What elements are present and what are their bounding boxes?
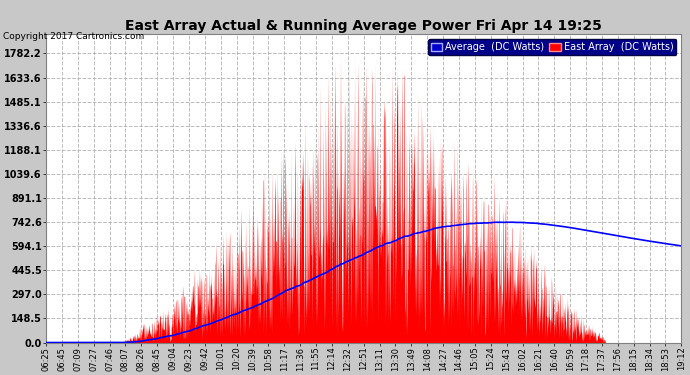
Text: Copyright 2017 Cartronics.com: Copyright 2017 Cartronics.com: [3, 32, 145, 41]
Legend: Average  (DC Watts), East Array  (DC Watts): Average (DC Watts), East Array (DC Watts…: [428, 39, 676, 55]
Title: East Array Actual & Running Average Power Fri Apr 14 19:25: East Array Actual & Running Average Powe…: [126, 19, 602, 33]
